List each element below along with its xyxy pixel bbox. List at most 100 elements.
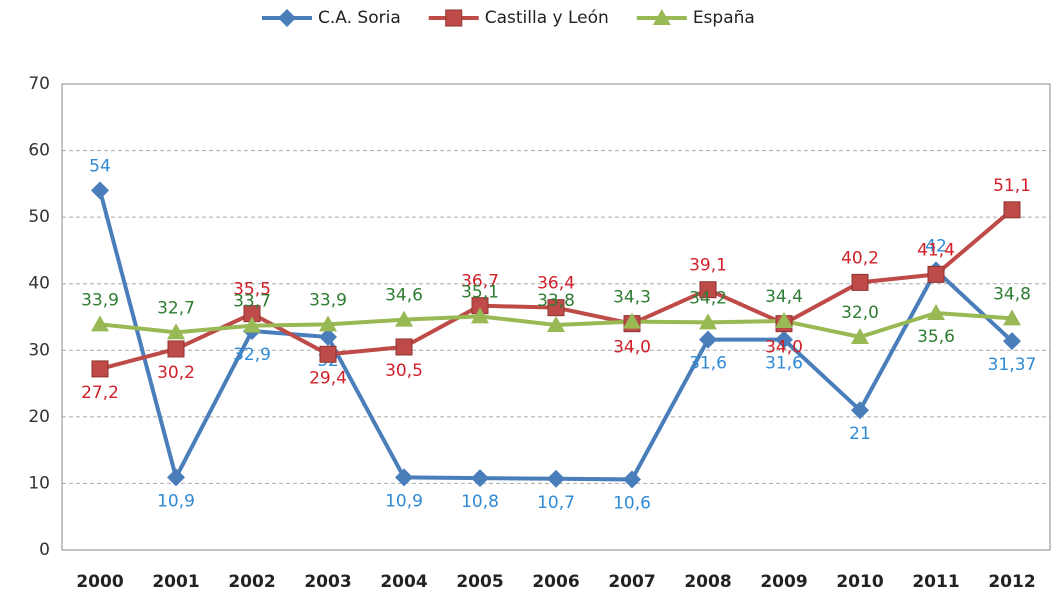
data-label: 33,8 <box>537 291 575 311</box>
data-label: 31,37 <box>988 355 1037 375</box>
marker <box>1003 201 1021 219</box>
marker <box>91 315 109 332</box>
legend-label: C.A. Soria <box>318 8 401 28</box>
data-label: 34,0 <box>613 338 651 358</box>
marker <box>851 401 869 420</box>
data-label: 10,8 <box>461 492 499 512</box>
data-label: 34,3 <box>613 288 651 308</box>
data-label: 33,9 <box>81 290 119 310</box>
x-tick-label: 2008 <box>684 572 731 592</box>
marker <box>471 307 489 324</box>
data-label: 54 <box>89 157 111 177</box>
marker <box>395 468 413 487</box>
data-label: 10,6 <box>613 493 651 513</box>
series-line <box>98 190 1014 483</box>
data-label: 35,6 <box>917 327 955 347</box>
y-tick-label: 20 <box>28 407 50 427</box>
marker <box>623 470 641 489</box>
marker <box>167 340 185 358</box>
data-label: 31,6 <box>689 354 727 374</box>
marker <box>167 468 185 487</box>
marker <box>927 265 945 283</box>
data-label: 42 <box>925 236 947 256</box>
data-label: 34,8 <box>993 284 1031 304</box>
y-tick-label: 50 <box>28 207 50 227</box>
x-tick-label: 2001 <box>152 572 199 592</box>
y-tick-label: 40 <box>28 274 50 294</box>
x-tick-label: 2000 <box>76 572 123 592</box>
marker <box>699 313 717 330</box>
data-label: 10,9 <box>157 491 195 511</box>
data-label: 33,7 <box>233 292 271 312</box>
marker <box>851 327 869 344</box>
legend-label: Castilla y León <box>485 8 609 28</box>
y-tick-label: 30 <box>28 340 50 360</box>
data-label: 34,4 <box>765 287 803 307</box>
data-label: 32,0 <box>841 303 879 323</box>
marker <box>91 360 109 378</box>
data-label: 41,4 <box>917 240 955 260</box>
y-tick-label: 60 <box>28 141 50 161</box>
data-label: 27,2 <box>81 383 119 403</box>
x-tick-label: 2006 <box>532 572 579 592</box>
marker <box>547 315 565 332</box>
marker <box>243 316 261 333</box>
marker <box>623 312 641 329</box>
x-tick-label: 2003 <box>304 572 351 592</box>
data-label: 10,7 <box>537 493 575 513</box>
data-label: 33,9 <box>309 290 347 310</box>
data-label: 34,0 <box>765 338 803 358</box>
marker <box>395 310 413 327</box>
data-label: 31,6 <box>765 354 803 374</box>
x-tick-label: 2012 <box>988 572 1035 592</box>
y-tick-label: 70 <box>28 74 50 94</box>
marker <box>927 304 945 321</box>
plot-frame <box>61 83 1051 551</box>
marker <box>445 9 463 27</box>
y-tick-label: 0 <box>39 540 50 560</box>
marker <box>547 299 565 317</box>
x-tick-label: 2009 <box>760 572 807 592</box>
x-tick-label: 2010 <box>836 572 883 592</box>
marker <box>91 181 109 200</box>
marker <box>699 330 717 349</box>
marker <box>652 9 671 25</box>
marker <box>319 327 337 346</box>
data-label: 34,2 <box>689 288 727 308</box>
data-label: 30,5 <box>385 361 423 381</box>
y-tick-label: 10 <box>28 473 50 493</box>
data-label: 21 <box>849 424 871 444</box>
x-tick-label: 2002 <box>228 572 275 592</box>
marker <box>851 273 869 291</box>
marker <box>775 311 793 328</box>
marker <box>319 315 337 332</box>
marker <box>471 469 489 488</box>
data-label: 51,1 <box>993 176 1031 196</box>
marker <box>775 330 793 349</box>
marker <box>395 338 413 356</box>
marker <box>547 469 565 488</box>
data-label: 36,4 <box>537 274 575 294</box>
legend-label: España <box>693 8 755 28</box>
x-tick-label: 2011 <box>912 572 959 592</box>
marker <box>1003 309 1021 326</box>
marker <box>278 9 296 27</box>
data-label: 35,5 <box>233 280 271 300</box>
data-label: 30,2 <box>157 363 195 383</box>
data-label: 10,9 <box>385 491 423 511</box>
marker <box>319 345 337 363</box>
data-label: 40,2 <box>841 248 879 268</box>
x-tick-label: 2005 <box>456 572 503 592</box>
data-label: 32,7 <box>157 298 195 318</box>
x-tick-label: 2007 <box>608 572 655 592</box>
data-label: 35,1 <box>461 282 499 302</box>
data-label: 36,7 <box>461 272 499 292</box>
marker <box>699 281 717 299</box>
marker <box>167 323 185 340</box>
marker <box>1003 332 1021 351</box>
data-label: 29,4 <box>309 368 347 388</box>
data-label: 32,9 <box>233 345 271 365</box>
data-label: 34,6 <box>385 286 423 306</box>
data-label: 39,1 <box>689 256 727 276</box>
